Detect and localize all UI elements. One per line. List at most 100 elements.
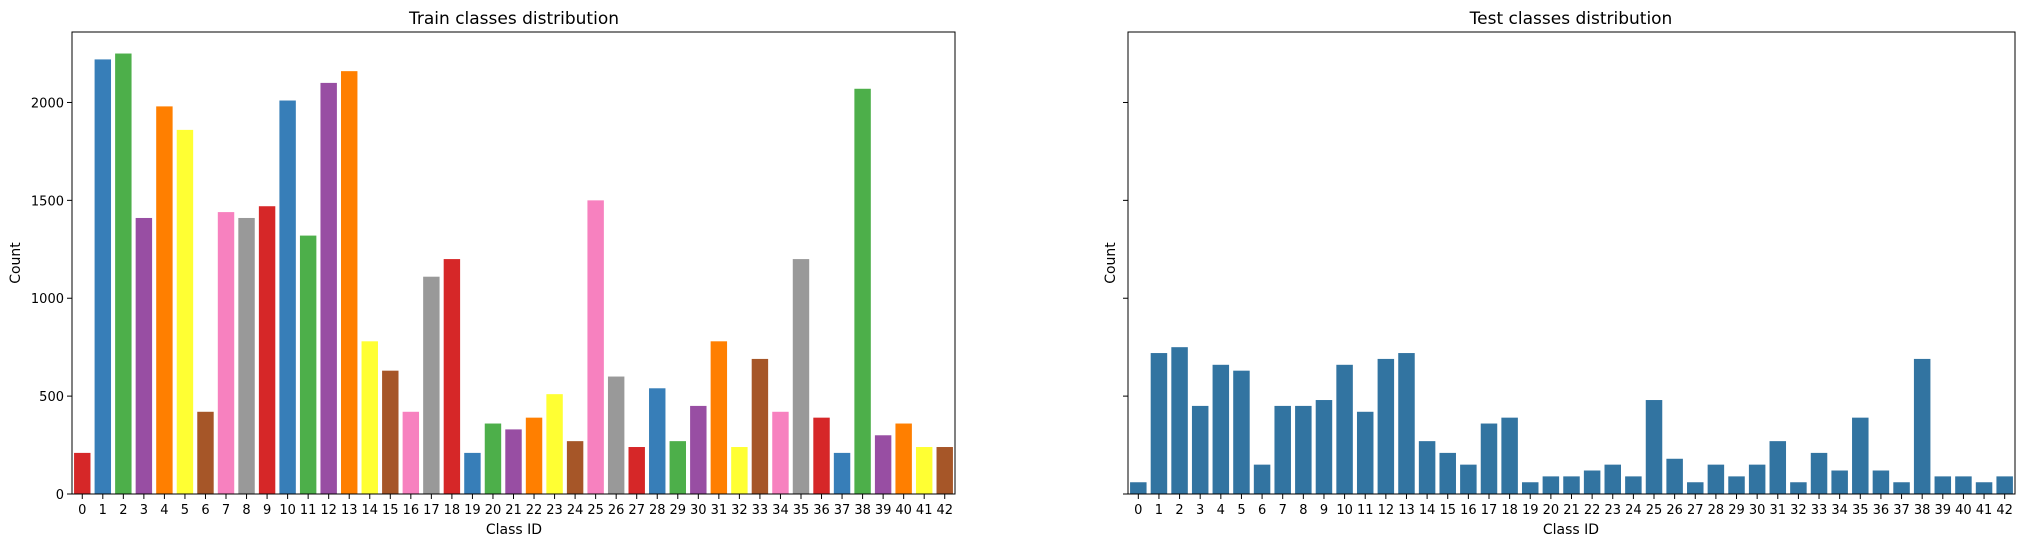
bar-class-40 — [895, 423, 912, 494]
x-tick-label: 9 — [263, 503, 271, 518]
bar-class-28 — [1707, 464, 1725, 494]
train-y-axis: 0 500 1000 1500 2000 — [31, 96, 72, 503]
x-tick-label: 24 — [1625, 503, 1642, 518]
bar-class-19 — [464, 452, 481, 494]
bar-class-30 — [1748, 464, 1766, 494]
bar-class-23 — [546, 394, 563, 494]
bar-class-7 — [1274, 405, 1291, 494]
bar-class-41 — [915, 447, 933, 494]
x-tick-label: 40 — [1955, 503, 1972, 518]
x-tick-label: 7 — [1279, 503, 1287, 518]
x-tick-label: 27 — [628, 503, 645, 518]
bar-class-38 — [1913, 358, 1931, 494]
x-tick-label: 20 — [485, 503, 502, 518]
x-tick-label: 5 — [1237, 503, 1245, 518]
bar-class-18 — [1501, 417, 1518, 494]
x-tick-label: 15 — [1439, 503, 1456, 518]
bar-class-5 — [1233, 370, 1250, 494]
bar-class-11 — [1356, 411, 1374, 494]
bar-class-16 — [402, 411, 420, 494]
bar-class-7 — [217, 212, 235, 494]
x-tick-label: 12 — [320, 503, 337, 518]
x-tick-label: 31 — [711, 503, 728, 518]
bar-class-2 — [1171, 347, 1188, 494]
x-tick-label: 13 — [341, 503, 358, 518]
x-tick-label: 10 — [279, 503, 296, 518]
bar-class-20 — [1542, 476, 1560, 494]
bar-class-37 — [833, 452, 851, 494]
x-tick-label: 18 — [444, 503, 461, 518]
x-tick-label: 30 — [690, 503, 707, 518]
x-tick-label: 28 — [649, 503, 666, 518]
x-tick-label: 42 — [1996, 503, 2013, 518]
bar-class-31 — [1769, 441, 1787, 494]
bar-class-39 — [874, 435, 892, 494]
bar-class-8 — [1295, 405, 1312, 494]
bar-class-36 — [813, 417, 830, 494]
x-tick-label: 40 — [895, 503, 912, 518]
test-x-axis-label: Class ID — [1543, 522, 1599, 538]
x-tick-label: 37 — [1893, 503, 1910, 518]
x-tick-label: 3 — [140, 503, 148, 518]
x-tick-label: 15 — [382, 503, 399, 518]
x-tick-label: 42 — [936, 503, 953, 518]
bar-class-27 — [1687, 482, 1704, 494]
y-tick-label: 2000 — [31, 96, 64, 111]
bar-class-13 — [341, 71, 358, 495]
x-tick-label: 34 — [1831, 503, 1848, 518]
bar-class-4 — [1212, 364, 1230, 494]
bar-class-42 — [936, 447, 953, 494]
bar-class-22 — [525, 417, 543, 494]
bar-class-4 — [156, 106, 173, 494]
x-tick-label: 0 — [1134, 503, 1142, 518]
x-tick-label: 23 — [1604, 503, 1621, 518]
bar-class-28 — [649, 388, 666, 494]
x-tick-label: 11 — [300, 503, 317, 518]
bar-class-34 — [772, 411, 789, 494]
x-tick-label: 11 — [1357, 503, 1374, 518]
test-chart-title: Test classes distribution — [1469, 9, 1673, 29]
bar-class-0 — [1130, 482, 1147, 494]
x-tick-label: 32 — [731, 503, 748, 518]
bar-class-13 — [1398, 353, 1415, 494]
x-tick-label: 14 — [1419, 503, 1436, 518]
bar-class-10 — [279, 100, 296, 495]
x-tick-label: 39 — [1935, 503, 1952, 518]
bar-class-37 — [1893, 482, 1910, 494]
x-tick-label: 29 — [1728, 503, 1745, 518]
bar-class-0 — [74, 452, 91, 494]
x-tick-label: 4 — [160, 503, 168, 518]
bar-class-42 — [1996, 476, 2013, 494]
x-tick-label: 16 — [403, 503, 420, 518]
bar-class-29 — [1728, 476, 1745, 494]
train-chart: Train classes distribution 0 500 1000 1500 2… — [8, 9, 956, 538]
bar-class-15 — [1439, 452, 1456, 494]
train-y-axis-label: Count — [8, 242, 24, 284]
x-tick-label: 33 — [752, 503, 769, 518]
bar-class-33 — [1810, 452, 1828, 494]
bar-class-29 — [669, 441, 686, 494]
x-tick-label: 2 — [1175, 503, 1183, 518]
x-tick-label: 0 — [78, 503, 86, 518]
bar-class-2 — [115, 53, 132, 494]
x-tick-label: 23 — [546, 503, 563, 518]
x-tick-label: 18 — [1501, 503, 1518, 518]
bar-class-33 — [751, 358, 769, 494]
x-tick-label: 8 — [242, 503, 250, 518]
x-tick-label: 5 — [181, 503, 189, 518]
bar-class-32 — [731, 447, 748, 494]
bar-class-1 — [1150, 353, 1168, 494]
bar-class-12 — [320, 82, 337, 495]
test-y-axis — [1123, 101, 1128, 495]
bar-class-15 — [382, 370, 399, 494]
x-tick-label: 25 — [1646, 503, 1663, 518]
bar-class-10 — [1336, 364, 1353, 494]
y-tick-label: 500 — [39, 390, 64, 405]
x-tick-label: 13 — [1398, 503, 1415, 518]
x-tick-label: 32 — [1790, 503, 1807, 518]
x-tick-label: 6 — [1258, 503, 1266, 518]
bar-class-35 — [1852, 417, 1869, 494]
bar-class-34 — [1831, 470, 1848, 494]
x-tick-label: 21 — [1563, 503, 1580, 518]
